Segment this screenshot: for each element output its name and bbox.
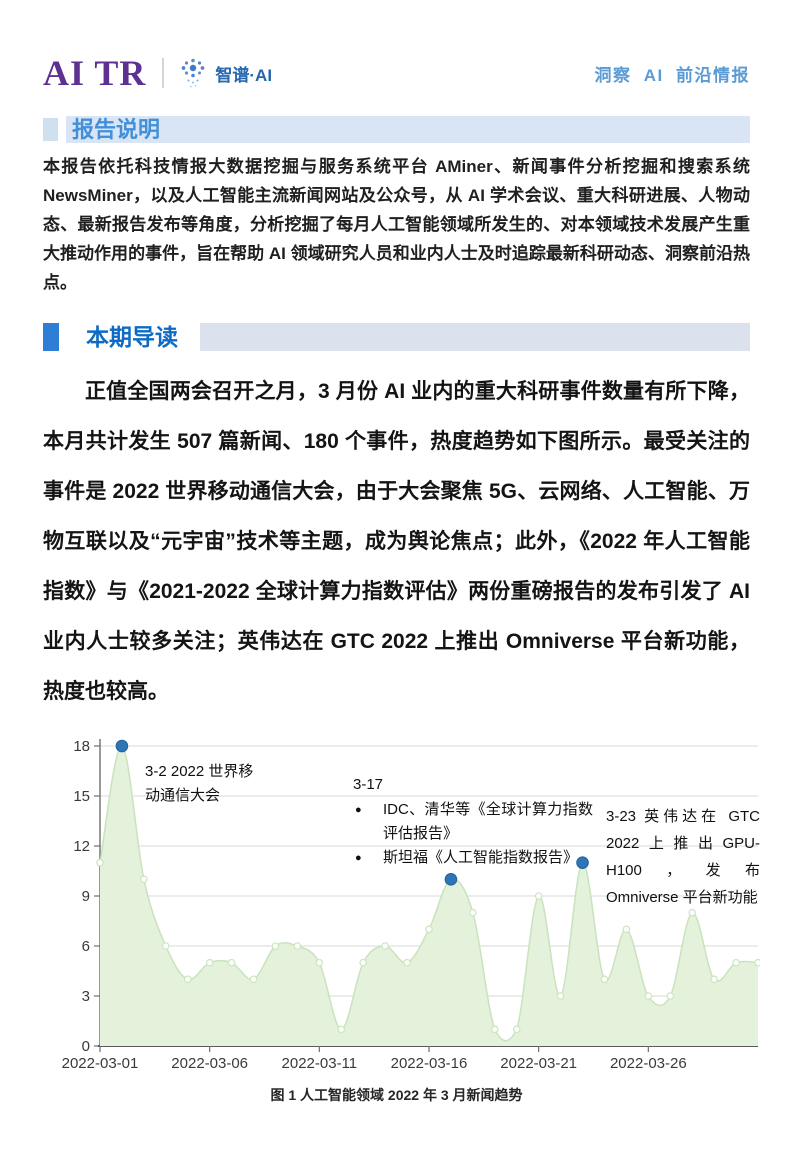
data-point — [534, 892, 543, 900]
digest-title-band — [200, 323, 750, 351]
zhipu-logo: 智谱·AI — [178, 56, 272, 90]
x-tick-label: 2022-03-26 — [610, 1055, 687, 1071]
digest-title: 本期导读 — [86, 323, 178, 350]
y-tick-label: 3 — [82, 988, 90, 1005]
x-tick-label: 2022-03-16 — [391, 1055, 468, 1071]
data-point — [688, 908, 697, 917]
data-point — [469, 908, 477, 917]
x-tick-label: 2022-03-06 — [171, 1055, 248, 1071]
aitr-logo: AI TR — [43, 53, 147, 93]
digest-paragraph: 正值全国两会召开之月，3 月份 AI 业内的重大科研事件数量有所下降，本月共计发… — [43, 380, 750, 703]
digest-accent-square — [43, 323, 59, 351]
data-point — [754, 958, 760, 967]
data-point — [556, 992, 565, 1000]
data-point — [666, 992, 675, 1000]
annotation-reports: 3-17 IDC、清华等《全球计算力指数评估报告》 斯坦福《人工智能指数报告》 — [353, 773, 593, 870]
data-point — [512, 1025, 521, 1034]
y-tick-label: 15 — [73, 788, 90, 805]
y-tick-label: 12 — [73, 838, 90, 855]
data-point — [732, 958, 740, 967]
data-point — [183, 975, 192, 984]
trend-line — [99, 745, 759, 1042]
zhipu-logo-text: 智谱·AI — [215, 65, 273, 85]
data-point — [381, 942, 389, 950]
report-page: AI TR — [0, 50, 793, 1172]
data-point — [227, 958, 236, 967]
news-trend-chart: 0 3 6 9 12 15 18 2022-03-01 2022-03-06 2022-03-11… — [60, 733, 760, 1071]
note-title-band: 报告说明 — [66, 116, 750, 143]
data-point — [205, 958, 214, 967]
trend-chart-svg: 0 3 6 9 12 15 18 2022-03-01 2022-03-06 2022-03-11… — [62, 738, 760, 1071]
data-point — [293, 942, 302, 950]
page-header: AI TR — [43, 50, 750, 96]
annotation-mwc-line2: 动通信大会 — [145, 787, 221, 804]
highlight-point — [444, 873, 458, 886]
data-point — [315, 958, 324, 967]
annotation-report-item: 斯坦福《人工智能指数报告》 — [353, 846, 593, 870]
data-point — [490, 1025, 499, 1034]
data-point — [96, 858, 104, 867]
data-point — [337, 1025, 346, 1034]
annotation-mwc: 3-2 2022 世界移 动通信大会 — [145, 760, 253, 808]
annotation-reports-list: IDC、清华等《全球计算力指数评估报告》 斯坦福《人工智能指数报告》 — [353, 798, 593, 870]
data-point — [403, 958, 411, 967]
zhipu-dots-icon — [181, 58, 205, 88]
annotation-mwc-line1: 3-2 2022 世界移 — [145, 763, 254, 780]
y-tick-label: 0 — [82, 1038, 90, 1055]
note-body-text: 本报告依托科技情报大数据挖掘与服务系统平台 AMiner、新闻事件分析挖掘和搜索… — [43, 157, 750, 292]
highlight-point — [115, 739, 129, 753]
x-tick-label: 2022-03-21 — [500, 1055, 577, 1071]
x-tick-label: 2022-03-01 — [62, 1055, 139, 1071]
digest-header: 本期导读 — [43, 322, 750, 352]
data-point — [162, 942, 170, 950]
trend-area — [100, 745, 758, 1046]
x-tick-label: 2022-03-11 — [282, 1055, 358, 1071]
data-point — [710, 975, 718, 984]
data-point — [622, 925, 631, 934]
annotation-nvidia: 3-23 英伟达在 GTC 2022上推出GPU-H100，发布 Omniver… — [606, 808, 760, 906]
y-tick-label: 6 — [82, 938, 90, 955]
data-point — [271, 942, 280, 950]
data-point — [140, 875, 148, 884]
report-note-header: 报告说明 — [43, 116, 750, 143]
data-point — [249, 975, 258, 984]
y-tick-label: 18 — [73, 738, 90, 755]
note-title: 报告说明 — [72, 116, 161, 142]
brand-divider — [162, 58, 165, 88]
figure-caption: 图 1 人工智能领域 2022 年 3 月新闻趋势 — [270, 1087, 523, 1103]
brand-area: AI TR — [43, 55, 272, 91]
annotation-report-item: IDC、清华等《全球计算力指数评估报告》 — [353, 798, 593, 846]
header-tagline: 洞察 AI 前沿情报 — [594, 65, 750, 85]
note-accent-square — [43, 118, 58, 141]
data-point — [425, 925, 433, 934]
data-point — [644, 992, 653, 1000]
data-point — [600, 975, 609, 984]
data-point — [359, 958, 368, 967]
y-tick-label: 9 — [82, 888, 90, 905]
annotation-reports-date: 3-17 — [353, 776, 384, 793]
